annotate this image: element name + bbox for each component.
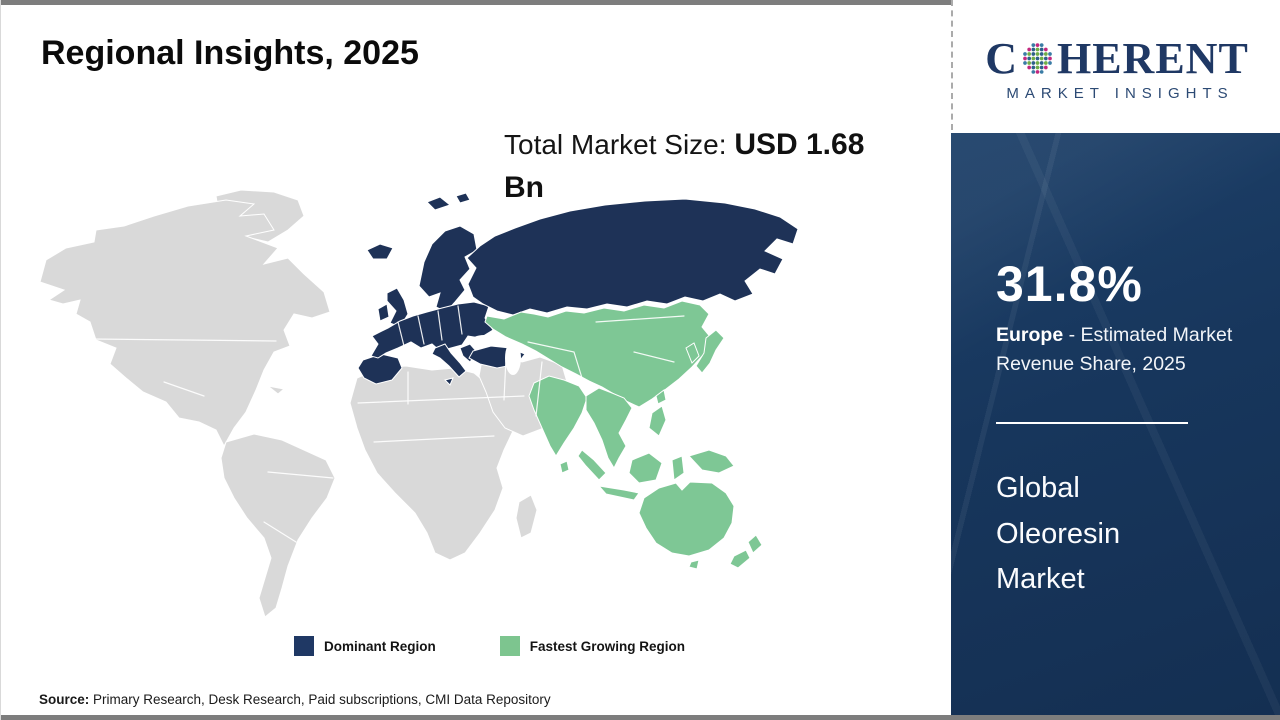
map-region-asia-pacific-fastest-growing	[484, 300, 763, 570]
market-share-description: Europe - Estimated Market Revenue Share,…	[996, 321, 1239, 378]
company-logo: C HERENT	[985, 33, 1249, 83]
world-map	[39, 190, 799, 618]
map-region-north-america	[39, 190, 331, 448]
total-market-size: Total Market Size: USD 1.68 Bn	[504, 124, 902, 209]
dotted-globe-icon	[1023, 43, 1052, 74]
sidebar-divider	[996, 422, 1188, 425]
map-legend: Dominant Region Fastest Growing Region	[294, 636, 685, 656]
dominant-region-label: Dominant Region	[324, 638, 436, 654]
fastest-growing-region-swatch	[499, 636, 520, 656]
top-accent-bar	[1, 0, 1280, 5]
market-share-value: 31.8%	[996, 256, 1143, 312]
stats-sidebar: 31.8% Europe - Estimated Market Revenue …	[951, 133, 1280, 715]
source-label: Source:	[39, 692, 90, 707]
total-market-size-label: Total Market Size:	[504, 129, 727, 160]
source-text: Primary Research, Desk Research, Paid su…	[89, 692, 551, 707]
map-region-south-america	[220, 433, 336, 618]
total-market-size-value: USD 1.68 Bn	[504, 128, 865, 204]
page-title: Regional Insights, 2025	[41, 34, 419, 72]
market-share-desc-text: - Estimated Market Revenue Share, 2025	[996, 324, 1233, 375]
map-seas	[471, 335, 521, 375]
map-region-europe-russia-dominant	[357, 192, 799, 386]
map-country-borders	[90, 305, 685, 543]
dominant-region-swatch	[294, 636, 314, 656]
logo-text-pre: C	[985, 33, 1018, 83]
logo-text-post: HERENT	[1056, 33, 1249, 83]
market-share-region: Europe	[996, 324, 1064, 346]
source-note: Source: Primary Research, Desk Research,…	[39, 692, 551, 707]
legend-item-dominant: Dominant Region	[294, 636, 436, 656]
market-name: Global Oleoresin Market	[996, 472, 1121, 596]
bottom-accent-bar	[1, 715, 1280, 720]
logo-subtitle: MARKET INSIGHTS	[1006, 84, 1234, 102]
legend-item-fastest-growing: Fastest Growing Region	[499, 636, 686, 656]
company-logo-area: C HERENT MARKET INSIGHTS	[951, 0, 1280, 130]
fastest-growing-region-label: Fastest Growing Region	[529, 638, 686, 654]
